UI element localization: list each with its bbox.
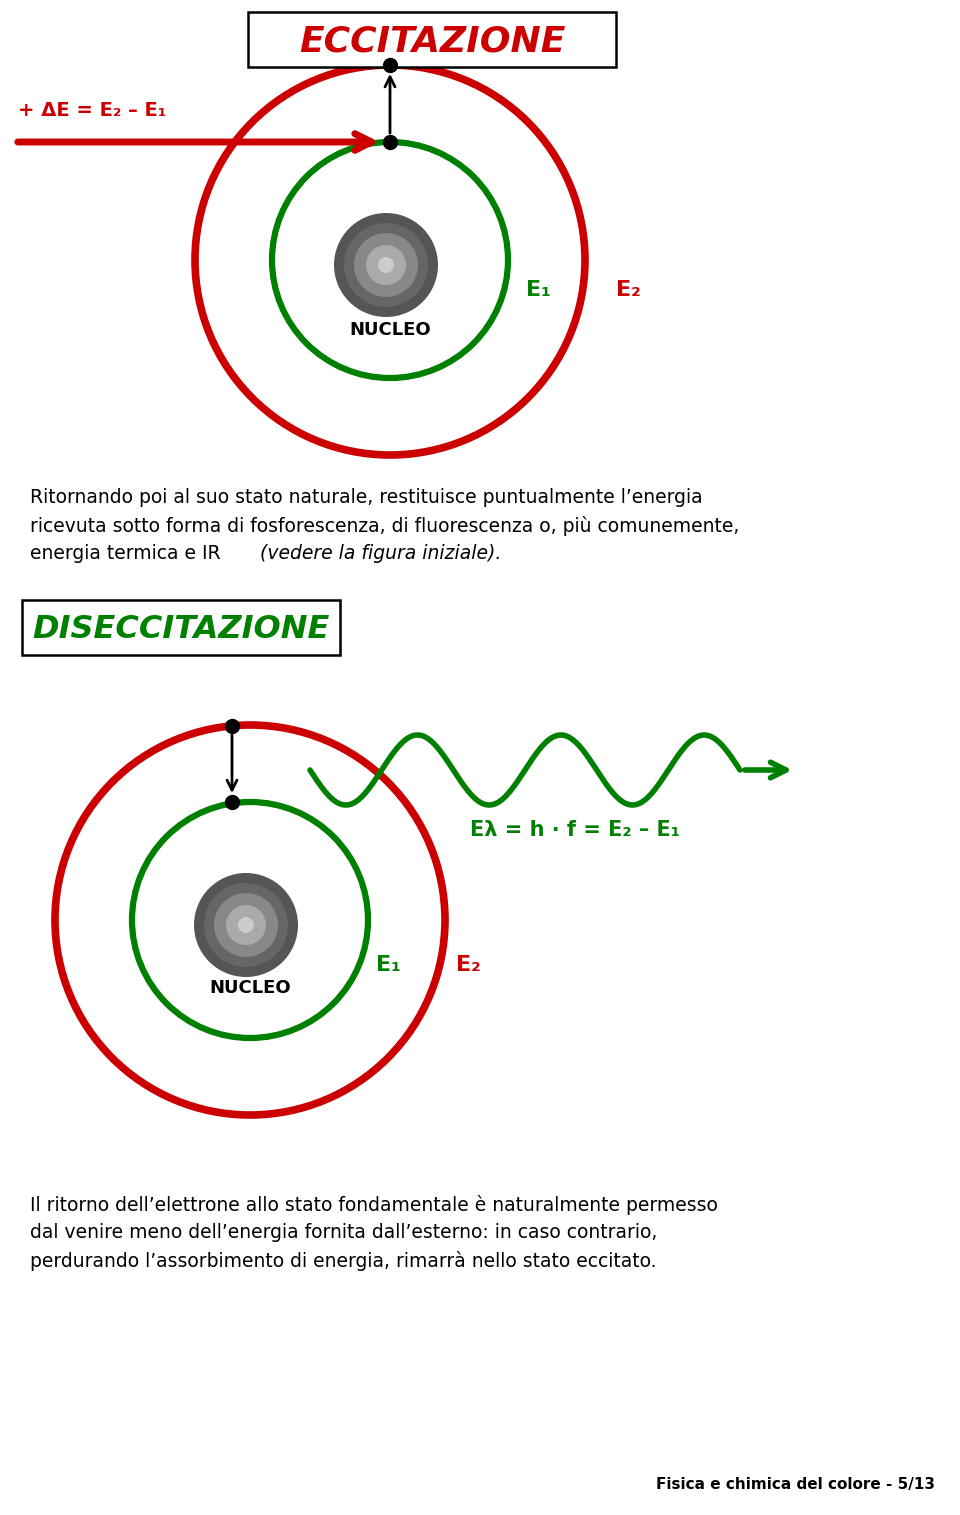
Text: NUCLEO: NUCLEO (209, 979, 291, 997)
Text: NUCLEO: NUCLEO (349, 321, 431, 339)
Text: perdurando l’assorbimento di energia, rimarrà nello stato eccitato.: perdurando l’assorbimento di energia, ri… (30, 1251, 657, 1271)
Text: Il ritorno dell’elettrone allo stato fondamentale è naturalmente permesso: Il ritorno dell’elettrone allo stato fon… (30, 1195, 718, 1215)
Text: (vedere la figura iniziale).: (vedere la figura iniziale). (260, 544, 501, 564)
Text: Eλ = h · f = E₂ – E₁: Eλ = h · f = E₂ – E₁ (470, 820, 680, 839)
Circle shape (238, 917, 254, 933)
Text: E₂: E₂ (456, 954, 480, 976)
Circle shape (204, 883, 288, 967)
FancyBboxPatch shape (248, 12, 616, 67)
Text: + ΔE = E₂ – E₁: + ΔE = E₂ – E₁ (18, 100, 166, 120)
Text: ricevuta sotto forma di fosforescenza, di fluorescenza o, più comunemente,: ricevuta sotto forma di fosforescenza, d… (30, 517, 739, 536)
Text: E₂: E₂ (615, 280, 640, 300)
Text: dal venire meno dell’energia fornita dall’esterno: in caso contrario,: dal venire meno dell’energia fornita dal… (30, 1223, 658, 1242)
Text: E₁: E₁ (375, 954, 400, 976)
Circle shape (354, 233, 418, 297)
Text: E₁: E₁ (525, 280, 550, 300)
Text: Ritornando poi al suo stato naturale, restituisce puntualmente l’energia: Ritornando poi al suo stato naturale, re… (30, 488, 703, 508)
Circle shape (226, 904, 266, 945)
Circle shape (334, 214, 438, 317)
Text: energia termica e IR: energia termica e IR (30, 544, 227, 564)
FancyBboxPatch shape (22, 600, 340, 654)
Circle shape (366, 245, 406, 285)
Text: DISECCITAZIONE: DISECCITAZIONE (33, 615, 329, 645)
Circle shape (344, 223, 428, 308)
Circle shape (214, 892, 278, 957)
Circle shape (194, 873, 298, 977)
Text: ECCITAZIONE: ECCITAZIONE (299, 26, 565, 59)
Circle shape (378, 258, 394, 273)
Text: Fisica e chimica del colore - 5/13: Fisica e chimica del colore - 5/13 (656, 1477, 935, 1492)
